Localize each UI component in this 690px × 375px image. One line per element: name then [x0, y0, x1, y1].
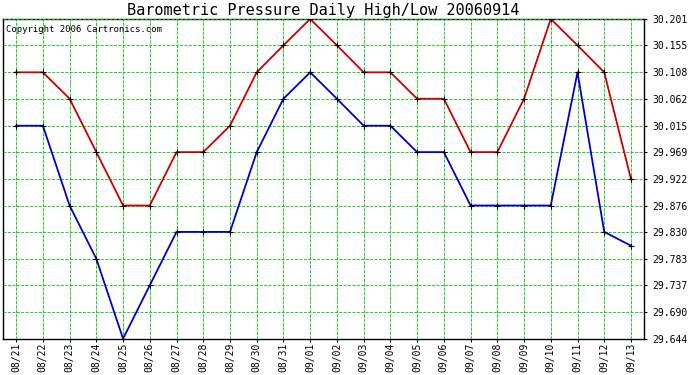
Title: Barometric Pressure Daily High/Low 20060914: Barometric Pressure Daily High/Low 20060…: [128, 3, 520, 18]
Text: Copyright 2006 Cartronics.com: Copyright 2006 Cartronics.com: [6, 26, 162, 34]
